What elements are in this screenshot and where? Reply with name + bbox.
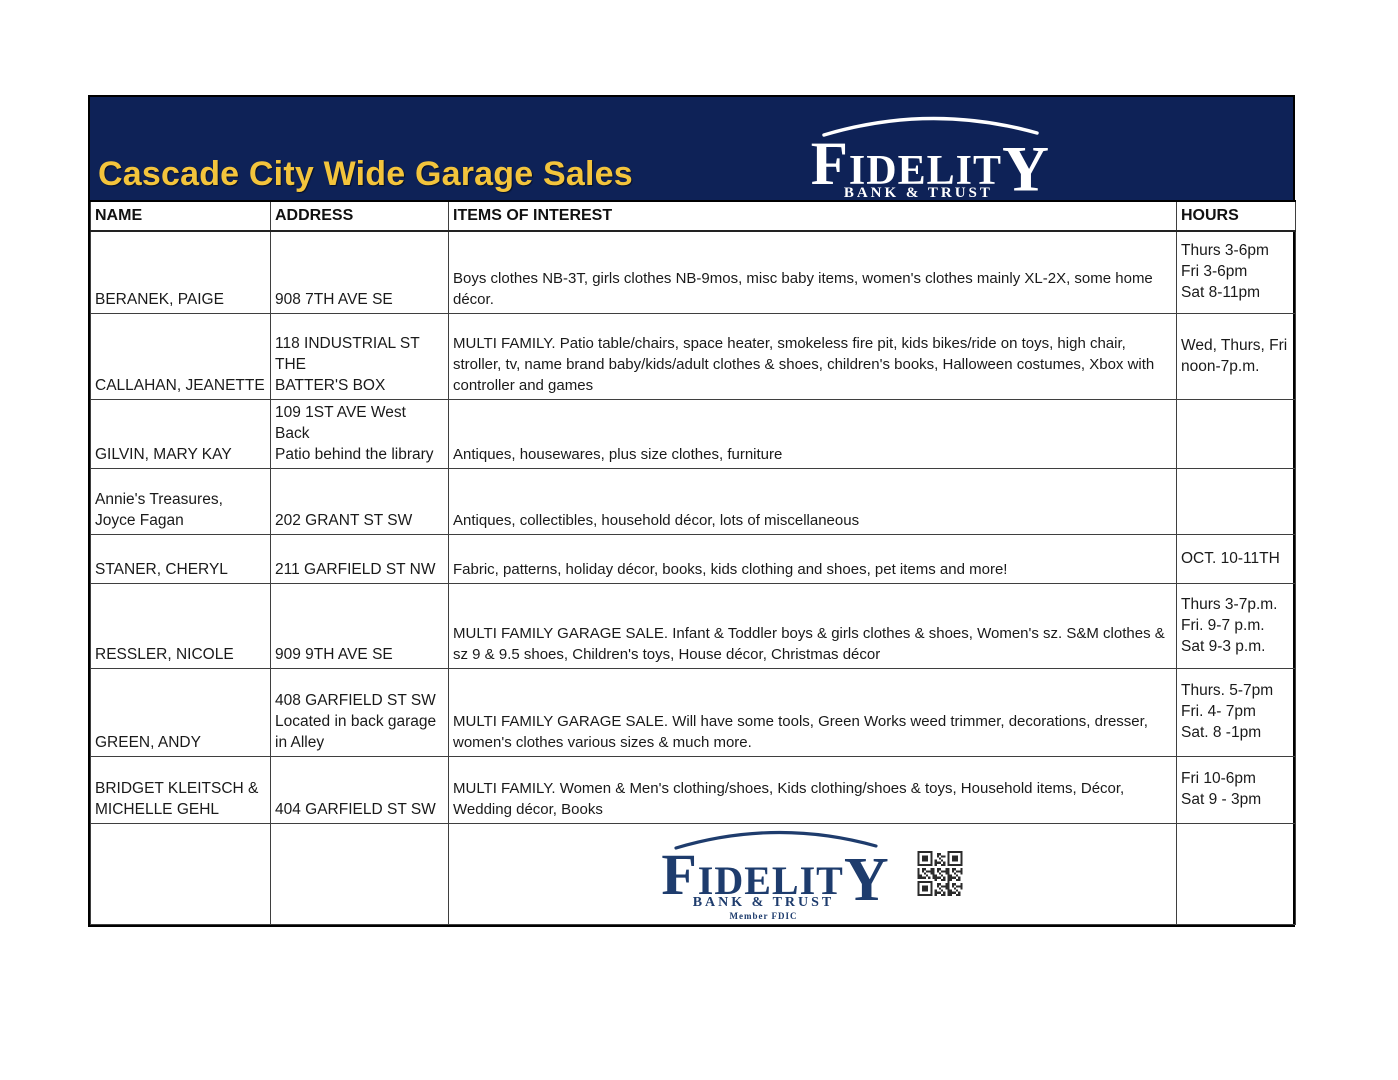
footer-logo-cell: FIDELITY BANK & TRUST Member FDIC <box>448 822 1177 926</box>
hours-cell: Thurs 3-6pm Fri 3-6pm Sat 8-11pm <box>1176 230 1296 314</box>
banner: Cascade City Wide Garage Sales FIDELITY … <box>90 97 1293 200</box>
logo-wordmark: FIDELITY <box>661 845 889 910</box>
footer-row: FIDELITY BANK & TRUST Member FDIC <box>90 822 1296 926</box>
column-header-hours: HOURS <box>1176 200 1296 232</box>
items-cell: MULTI FAMILY GARAGE SALE. Will have some… <box>448 667 1177 757</box>
table-row: GILVIN, MARY KAY 109 1ST AVE West Back Pa… <box>90 398 1296 469</box>
name-cell: RESSLER, NICOLE <box>90 582 271 669</box>
empty-cell <box>90 822 271 926</box>
addr-cell: 909 9TH AVE SE <box>270 582 449 669</box>
column-header-address: ADDRESS <box>270 200 449 232</box>
addr-cell: 109 1ST AVE West Back Patio behind the l… <box>270 398 449 469</box>
table-row: Annie's Treasures, Joyce Fagan 202 GRANT … <box>90 467 1296 535</box>
page-title: Cascade City Wide Garage Sales <box>98 155 633 193</box>
logo-letter-y: Y <box>1001 133 1050 200</box>
name-cell: CALLAHAN, JEANETTE <box>90 312 271 400</box>
table-header: NAME ADDRESS ITEMS OF INTEREST HOURS <box>90 200 1296 232</box>
name-cell: BERANEK, PAIGE <box>90 230 271 314</box>
name-cell: BRIDGET KLEITSCH & MICHELLE GEHL <box>90 755 271 824</box>
table-row: STANER, CHERYL 211 GARFIELD ST NW Fabric, … <box>90 533 1296 584</box>
items-cell: MULTI FAMILY GARAGE SALE. Infant & Toddl… <box>448 582 1177 669</box>
name-cell: GREEN, ANDY <box>90 667 271 757</box>
hours-cell: Thurs 3-7p.m. Fri. 9-7 p.m. Sat 9-3 p.m. <box>1176 582 1296 669</box>
logo-letters-mid: IDELIT <box>848 148 1002 194</box>
garage-sales-table: NAME ADDRESS ITEMS OF INTEREST HOURS BER… <box>90 200 1296 926</box>
addr-cell: 118 INDUSTRIAL ST THE BATTER'S BOX <box>270 312 449 400</box>
hours-cell: Thurs. 5-7pm Fri. 4- 7pm Sat. 8 -1pm <box>1176 667 1296 757</box>
column-header-items: ITEMS OF INTEREST <box>448 200 1177 232</box>
hours-cell: OCT. 10-11TH <box>1176 533 1296 584</box>
name-cell: STANER, CHERYL <box>90 533 271 584</box>
table-row: BERANEK, PAIGE 908 7TH AVE SE Boys clothes… <box>90 230 1296 314</box>
items-cell: Fabric, patterns, holiday décor, books, … <box>448 533 1177 584</box>
items-cell: MULTI FAMILY. Patio table/chairs, space … <box>448 312 1177 400</box>
empty-cell <box>270 822 449 926</box>
hours-cell: Fri 10-6pm Sat 9 - 3pm <box>1176 755 1296 824</box>
table-footer: FIDELITY BANK & TRUST Member FDIC <box>90 822 1296 926</box>
addr-cell: 202 GRANT ST SW <box>270 467 449 535</box>
table-row: RESSLER, NICOLE 909 9TH AVE SE MULTI FAMIL… <box>90 582 1296 669</box>
logo-letter-y: Y <box>843 845 890 914</box>
garage-sales-flyer: Cascade City Wide Garage Sales FIDELITY … <box>88 95 1296 928</box>
items-cell: MULTI FAMILY. Women & Men's clothing/sho… <box>448 755 1177 824</box>
addr-cell: 908 7TH AVE SE <box>270 230 449 314</box>
member-fdic-label: Member FDIC <box>729 911 798 922</box>
logo-arc-icon <box>822 116 1039 137</box>
name-cell: GILVIN, MARY KAY <box>90 398 271 469</box>
table-row: GREEN, ANDY 408 GARFIELD ST SW Located i… <box>90 667 1296 757</box>
table-row: BRIDGET KLEITSCH & MICHELLE GEHL 404 GARF… <box>90 755 1296 824</box>
items-cell: Antiques, housewares, plus size clothes,… <box>448 398 1177 469</box>
qr-code-icon <box>917 850 963 896</box>
items-cell: Antiques, collectibles, household décor,… <box>448 467 1177 535</box>
logo-arc-icon <box>673 830 878 850</box>
addr-cell: 408 GARFIELD ST SW Located in back garag… <box>270 667 449 757</box>
items-cell: Boys clothes NB-3T, girls clothes NB-9mo… <box>448 230 1177 314</box>
hours-cell <box>1176 467 1296 535</box>
addr-cell: 211 GARFIELD ST NW <box>270 533 449 584</box>
table-row: CALLAHAN, JEANETTE 118 INDUSTRIAL ST THE … <box>90 312 1296 400</box>
logo-letters-mid: IDELIT <box>697 857 844 903</box>
logo-subtitle: BANK & TRUST <box>843 184 993 200</box>
logo-letter-f: F <box>661 841 698 907</box>
name-cell: Annie's Treasures, Joyce Fagan <box>90 467 271 535</box>
hours-cell: Wed, Thurs, Fri noon-7p.m. <box>1176 312 1296 400</box>
column-header-name: NAME <box>90 200 271 232</box>
addr-cell: 404 GARFIELD ST SW <box>270 755 449 824</box>
hours-cell <box>1176 398 1296 469</box>
logo-letter-f: F <box>810 131 849 198</box>
fidelity-footer-logo: FIDELITY BANK & TRUST Member FDIC <box>661 826 889 922</box>
empty-cell <box>1176 822 1296 926</box>
fidelity-logo: FIDELITY BANK & TRUST <box>811 111 1050 200</box>
sales-table-body: BERANEK, PAIGE 908 7TH AVE SE Boys clothes… <box>90 230 1296 824</box>
logo-wordmark: FIDELITY <box>811 134 1050 200</box>
logo-subtitle: BANK & TRUST <box>692 895 835 911</box>
